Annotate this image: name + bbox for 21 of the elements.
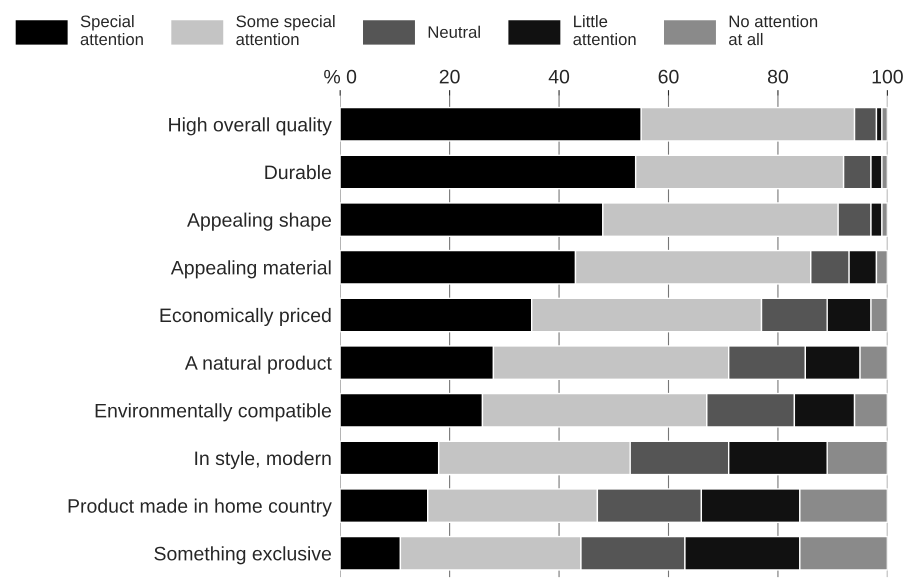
x-tick-label: 40	[548, 70, 570, 84]
legend-label: Some special attention	[236, 15, 335, 46]
x-tick-label: 20	[440, 70, 460, 84]
legend-label: Neutral	[428, 26, 480, 38]
y-tick-label: High overall quality	[169, 117, 332, 136]
legend-label: Little attention	[573, 15, 636, 46]
x-tick-label: 60	[658, 70, 679, 84]
y-tick-label: In style, modern	[195, 450, 331, 470]
y-tick-label: Something exclusive	[154, 546, 331, 564]
y-tick-label: Appealing material	[170, 260, 331, 278]
y-tick-label: Economically priced	[160, 308, 331, 326]
x-tick-label: 80	[768, 70, 788, 84]
y-tick-label: Durable	[265, 164, 331, 180]
y-tick-label: Appealing shape	[187, 212, 331, 231]
x-tick-label: 100	[872, 70, 903, 84]
y-tick-label: Environmentally compatible	[96, 403, 331, 422]
y-tick-label: A natural product	[184, 356, 332, 374]
legend-label: Special attention	[80, 15, 143, 46]
legend-label: No attention at all	[729, 15, 818, 46]
y-tick-label: Product made in home country	[68, 498, 332, 517]
x-tick-label: % 0	[324, 70, 356, 84]
